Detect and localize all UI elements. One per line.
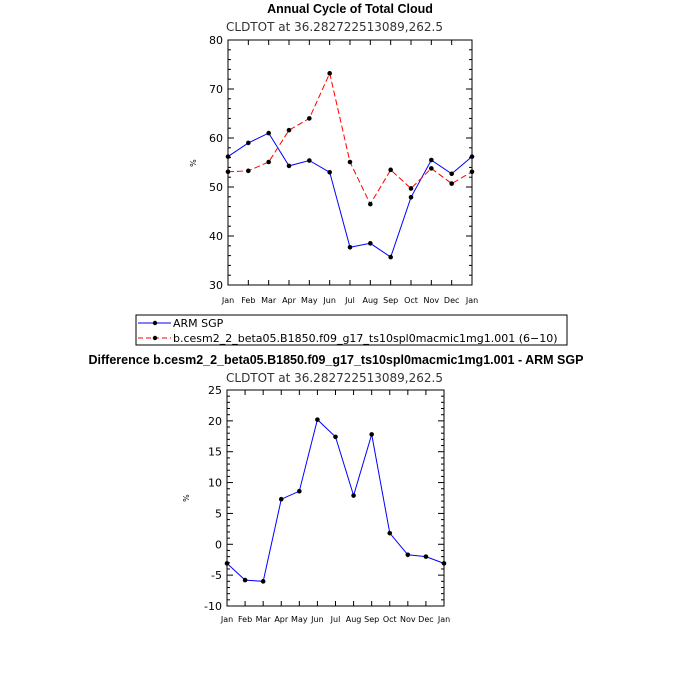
x-tick-label: Jul [330,615,341,624]
chart2-series-lines [226,418,445,582]
data-point [242,577,248,583]
data-point [286,163,292,169]
data-point [405,552,411,558]
y-tick-label: 15 [208,446,222,459]
y-tick-label: 60 [209,132,223,145]
y-tick-label: 30 [209,279,223,292]
chart-annual-cycle: Annual Cycle of Total Cloud CLDTOT at 36… [135,2,568,346]
chart2-axis-ticks: -10 -5 0 5 10 15 20 25 Jan Feb Mar Apr May Jun Jul Aug S… [204,384,450,624]
x-tick-label: May [301,296,318,305]
chart1-plot-frame [227,39,473,286]
chart1-legend: ARM SGP b.cesm2_2_beta05.B1850.f09_g17_t… [135,314,568,346]
x-tick-label: Feb [238,615,252,624]
data-point [388,254,393,260]
x-tick-label: Sep [383,296,398,305]
x-tick-label: Jul [344,296,355,305]
chart2-title: Difference b.cesm2_2_beta05.B1850.f09_g1… [89,353,584,367]
x-tick-label: May [291,615,308,624]
data-point [347,159,353,165]
data-point [260,579,266,584]
y-tick-label: 70 [209,83,223,96]
x-tick-label: Jan [221,296,234,305]
x-tick-label: Jun [322,296,336,305]
chart-difference: Difference b.cesm2_2_beta05.B1850.f09_g1… [89,353,584,624]
data-point [333,434,338,440]
data-point [369,432,374,437]
y-tick-label: 25 [208,384,222,397]
data-point [408,186,414,191]
chart2-plot-frame [226,389,445,607]
x-tick-label: Dec [418,615,433,624]
data-point [429,157,434,163]
data-point [368,201,373,207]
y-tick-label: 10 [208,477,222,490]
chart1-markers [225,71,475,260]
y-tick-label: -10 [204,600,222,613]
data-point [327,170,332,175]
x-tick-label: Sep [364,615,379,624]
x-tick-label: Jun [310,615,324,624]
x-tick-label: Jan [437,615,450,624]
x-tick-label: Dec [444,296,459,305]
x-tick-label: Oct [404,296,418,305]
data-point [408,194,414,200]
y-tick-label: 0 [215,538,222,551]
data-point [347,244,353,250]
data-point [307,116,312,121]
chart1-title: Annual Cycle of Total Cloud [267,2,433,16]
y-tick-label: 20 [208,415,222,428]
chart1-subtitle: CLDTOT at 36.282722513089,262.5 [226,20,443,34]
data-point [246,140,251,146]
chart2-subtitle: CLDTOT at 36.282722513089,262.5 [226,371,443,385]
data-point [368,241,373,246]
data-point [286,127,292,133]
y-tick-label: 50 [209,181,223,194]
legend-marker-arm-sgp [152,320,158,326]
x-tick-label: Jan [220,615,233,624]
x-tick-label: Oct [383,615,397,624]
series-line-0 [227,132,473,258]
x-tick-label: Apr [274,615,289,624]
data-point [266,130,271,136]
data-point [449,181,454,186]
chart2-ylabel: % [182,494,191,502]
x-tick-label: Mar [256,615,272,624]
data-point [449,171,454,177]
data-point [423,554,429,559]
chart1-series-lines [227,71,473,258]
data-point [297,488,302,494]
data-point [246,168,251,174]
y-tick-label: 80 [209,34,223,47]
x-tick-label: Mar [261,296,277,305]
y-tick-label: 5 [215,507,222,520]
data-point [278,496,284,502]
x-tick-label: Apr [282,296,297,305]
data-point [327,71,332,76]
legend-label-arm-sgp: ARM SGP [173,317,224,330]
x-tick-label: Aug [363,296,379,305]
data-point [429,166,434,171]
legend-box [135,314,568,346]
data-point [388,167,393,173]
data-point [351,493,356,498]
data-point [266,159,271,165]
chart1-axis-ticks: 30 40 50 60 70 80 Jan Feb Mar Apr May Jun Jul Aug Sep O… [209,34,478,305]
chart2-markers [224,417,447,584]
series-line-1 [227,71,473,206]
legend-marker-cesm [152,335,158,341]
legend-label-cesm: b.cesm2_2_beta05.B1850.f09_g17_ts10spl0m… [173,332,558,345]
y-tick-label: 40 [209,230,223,243]
x-tick-label: Jan [465,296,478,305]
data-point [307,158,312,163]
x-tick-label: Nov [400,615,416,624]
x-tick-label: Nov [424,296,440,305]
data-point [387,530,393,536]
series-line-0 [226,418,445,582]
data-point [315,417,320,422]
x-tick-label: Aug [346,615,362,624]
chart1-ylabel: % [189,159,198,167]
y-tick-label: -5 [211,569,222,582]
x-tick-label: Feb [241,296,255,305]
